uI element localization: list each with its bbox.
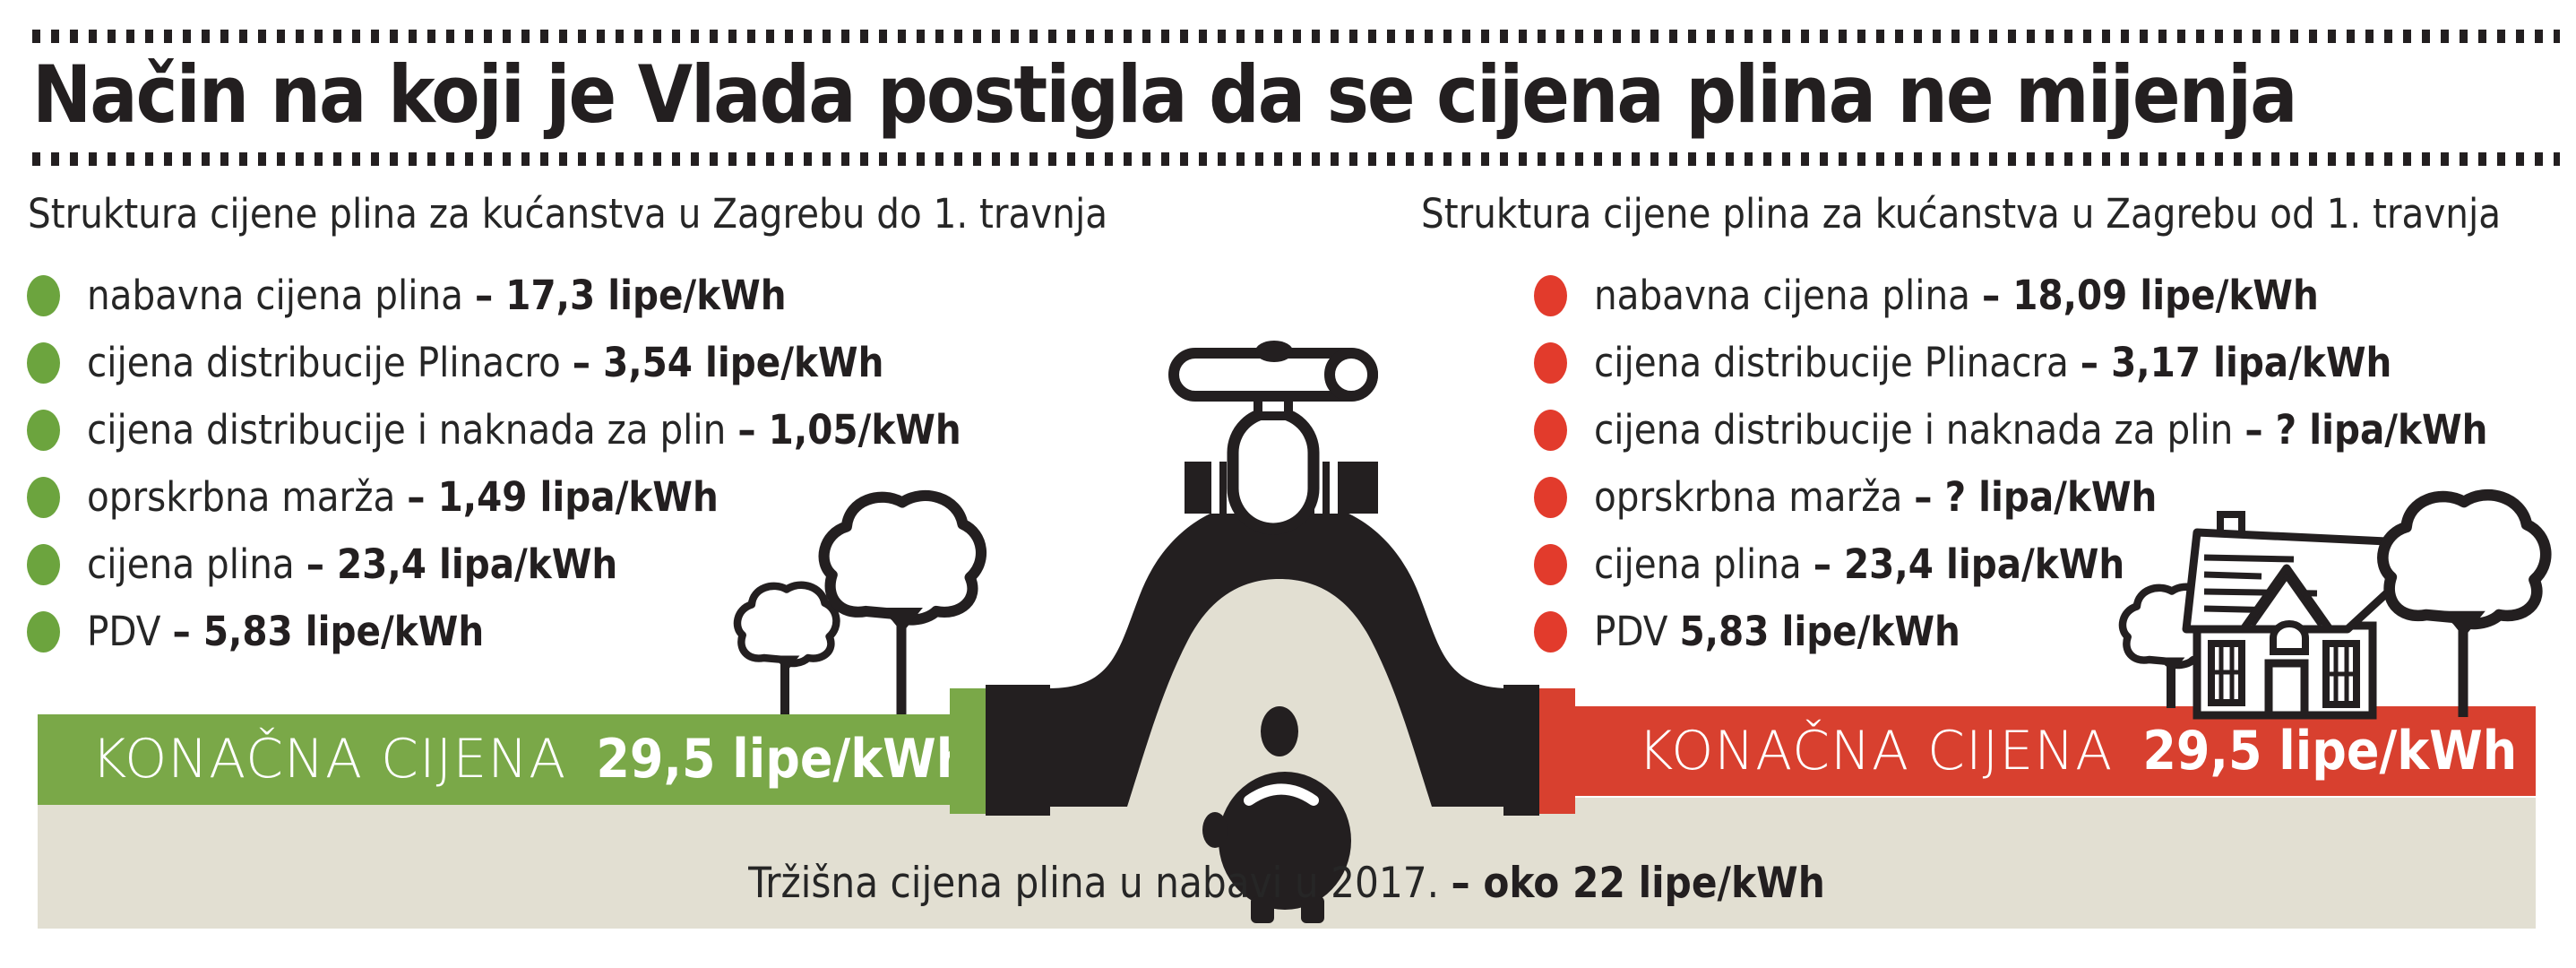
item-label: nabavna cijena plina [87,272,463,319]
item-value: – 18,09 lipe/kWh [1981,272,2319,319]
item-label: cijena distribucije Plinacro [87,339,561,386]
pipe-flange-left [986,685,1050,816]
red-bullet-icon [1534,341,1567,384]
item-label: PDV [1594,608,1668,655]
green-bullet-icon [27,543,60,585]
market-price-text: Tržišna cijena plina u nabavi u 2017. [748,859,1452,908]
final-price-banner-left: KONAČNA CIJENA 29,5 lipe/kWh [38,714,970,805]
list-item: cijena distribucije i naknada za plin – … [27,396,1030,463]
green-bullet-icon [27,341,60,384]
item-value: 5,83 lipe/kWh [1679,608,1960,655]
list-item: cijena plina – 23,4 lipa/kWh [27,531,1030,598]
left-column-heading: Struktura cijene plina za kućanstva u Za… [28,190,1108,238]
gas-valve-icon [1168,341,1378,535]
right-column-heading: Struktura cijene plina za kućanstva u Za… [1421,190,2502,238]
red-bullet-icon [1534,543,1567,585]
list-item: PDV – 5,83 lipe/kWh [27,598,1030,665]
page-title: Način na koji je Vlada postigla da se ci… [32,48,2298,141]
red-bullet-icon [1534,274,1567,316]
item-value: – 17,3 lipe/kWh [474,272,787,319]
final-price-label: KONAČNA CIJENA [1638,720,2114,782]
item-label: cijena distribucije Plinacra [1594,339,2069,386]
left-price-list: nabavna cijena plina – 17,3 lipe/kWh cij… [27,262,1030,665]
pipe-arch-interior [1127,579,1432,807]
red-bullet-icon [1534,409,1567,451]
pipe-flange-right [1503,685,1539,816]
item-value: – 23,4 lipa/kWh [306,540,618,588]
dotted-divider-top [32,30,2560,43]
list-item: cijena distribucije i naknada za plin – … [1534,396,2564,463]
item-value: – 5,83 lipe/kWh [172,608,485,655]
item-label: nabavna cijena plina [1594,272,1970,319]
item-value: – 1,49 lipa/kWh [407,473,719,521]
item-value: – 3,54 lipe/kWh [572,339,884,386]
list-item: cijena distribucije Plinacra – 3,17 lipa… [1534,329,2564,396]
item-label: cijena plina [87,540,295,588]
red-bullet-icon [1534,610,1567,653]
list-item: oprskrbna marža – ? lipa/kWh [1534,463,2564,531]
list-item: cijena plina – 23,4 lipa/kWh [1534,531,2564,598]
item-label: cijena distribucije i naknada za plin [87,406,727,454]
final-price-label: KONAČNA CIJENA [91,728,567,791]
list-item: oprskrbna marža – 1,49 lipa/kWh [27,463,1030,531]
item-label: oprskrbna marža [1594,473,1903,521]
item-label: cijena distribucije i naknada za plin [1594,406,2234,454]
gas-pipe-arch [1048,498,1511,807]
item-value: – 1,05/kWh [737,406,961,454]
item-value: – 23,4 lipa/kWh [1813,540,2125,588]
list-item: cijena distribucije Plinacro – 3,54 lipe… [27,329,1030,396]
green-bullet-icon [27,476,60,518]
item-value: – 3,17 lipa/kWh [2080,339,2392,386]
item-label: cijena plina [1594,540,1802,588]
green-bullet-icon [27,409,60,451]
final-price-banner-right: KONAČNA CIJENA 29,5 lipe/kWh [1572,706,2536,796]
dotted-divider-under-title [32,152,2560,166]
final-price-value: 29,5 lipe/kWh [2142,720,2518,782]
list-item: nabavna cijena plina – 18,09 lipe/kWh [1534,262,2564,329]
item-value: – ? lipa/kWh [2244,406,2488,454]
pipe-cap-red [1539,688,1575,814]
green-bullet-icon [27,610,60,653]
red-bullet-icon [1534,476,1567,518]
green-bullet-icon [27,274,60,316]
item-label: PDV [87,608,161,655]
right-price-list: nabavna cijena plina – 18,09 lipe/kWh ci… [1534,262,2564,665]
item-label: oprskrbna marža [87,473,396,521]
list-item: nabavna cijena plina – 17,3 lipe/kWh [27,262,1030,329]
market-price-value: – oko 22 lipe/kWh [1451,859,1825,908]
market-price-note: Tržišna cijena plina u nabavi u 2017. – … [38,859,2536,909]
final-price-value: 29,5 lipe/kWh [596,728,971,791]
list-item: PDV 5,83 lipe/kWh [1534,598,2564,665]
item-value: – ? lipa/kWh [1914,473,2158,521]
